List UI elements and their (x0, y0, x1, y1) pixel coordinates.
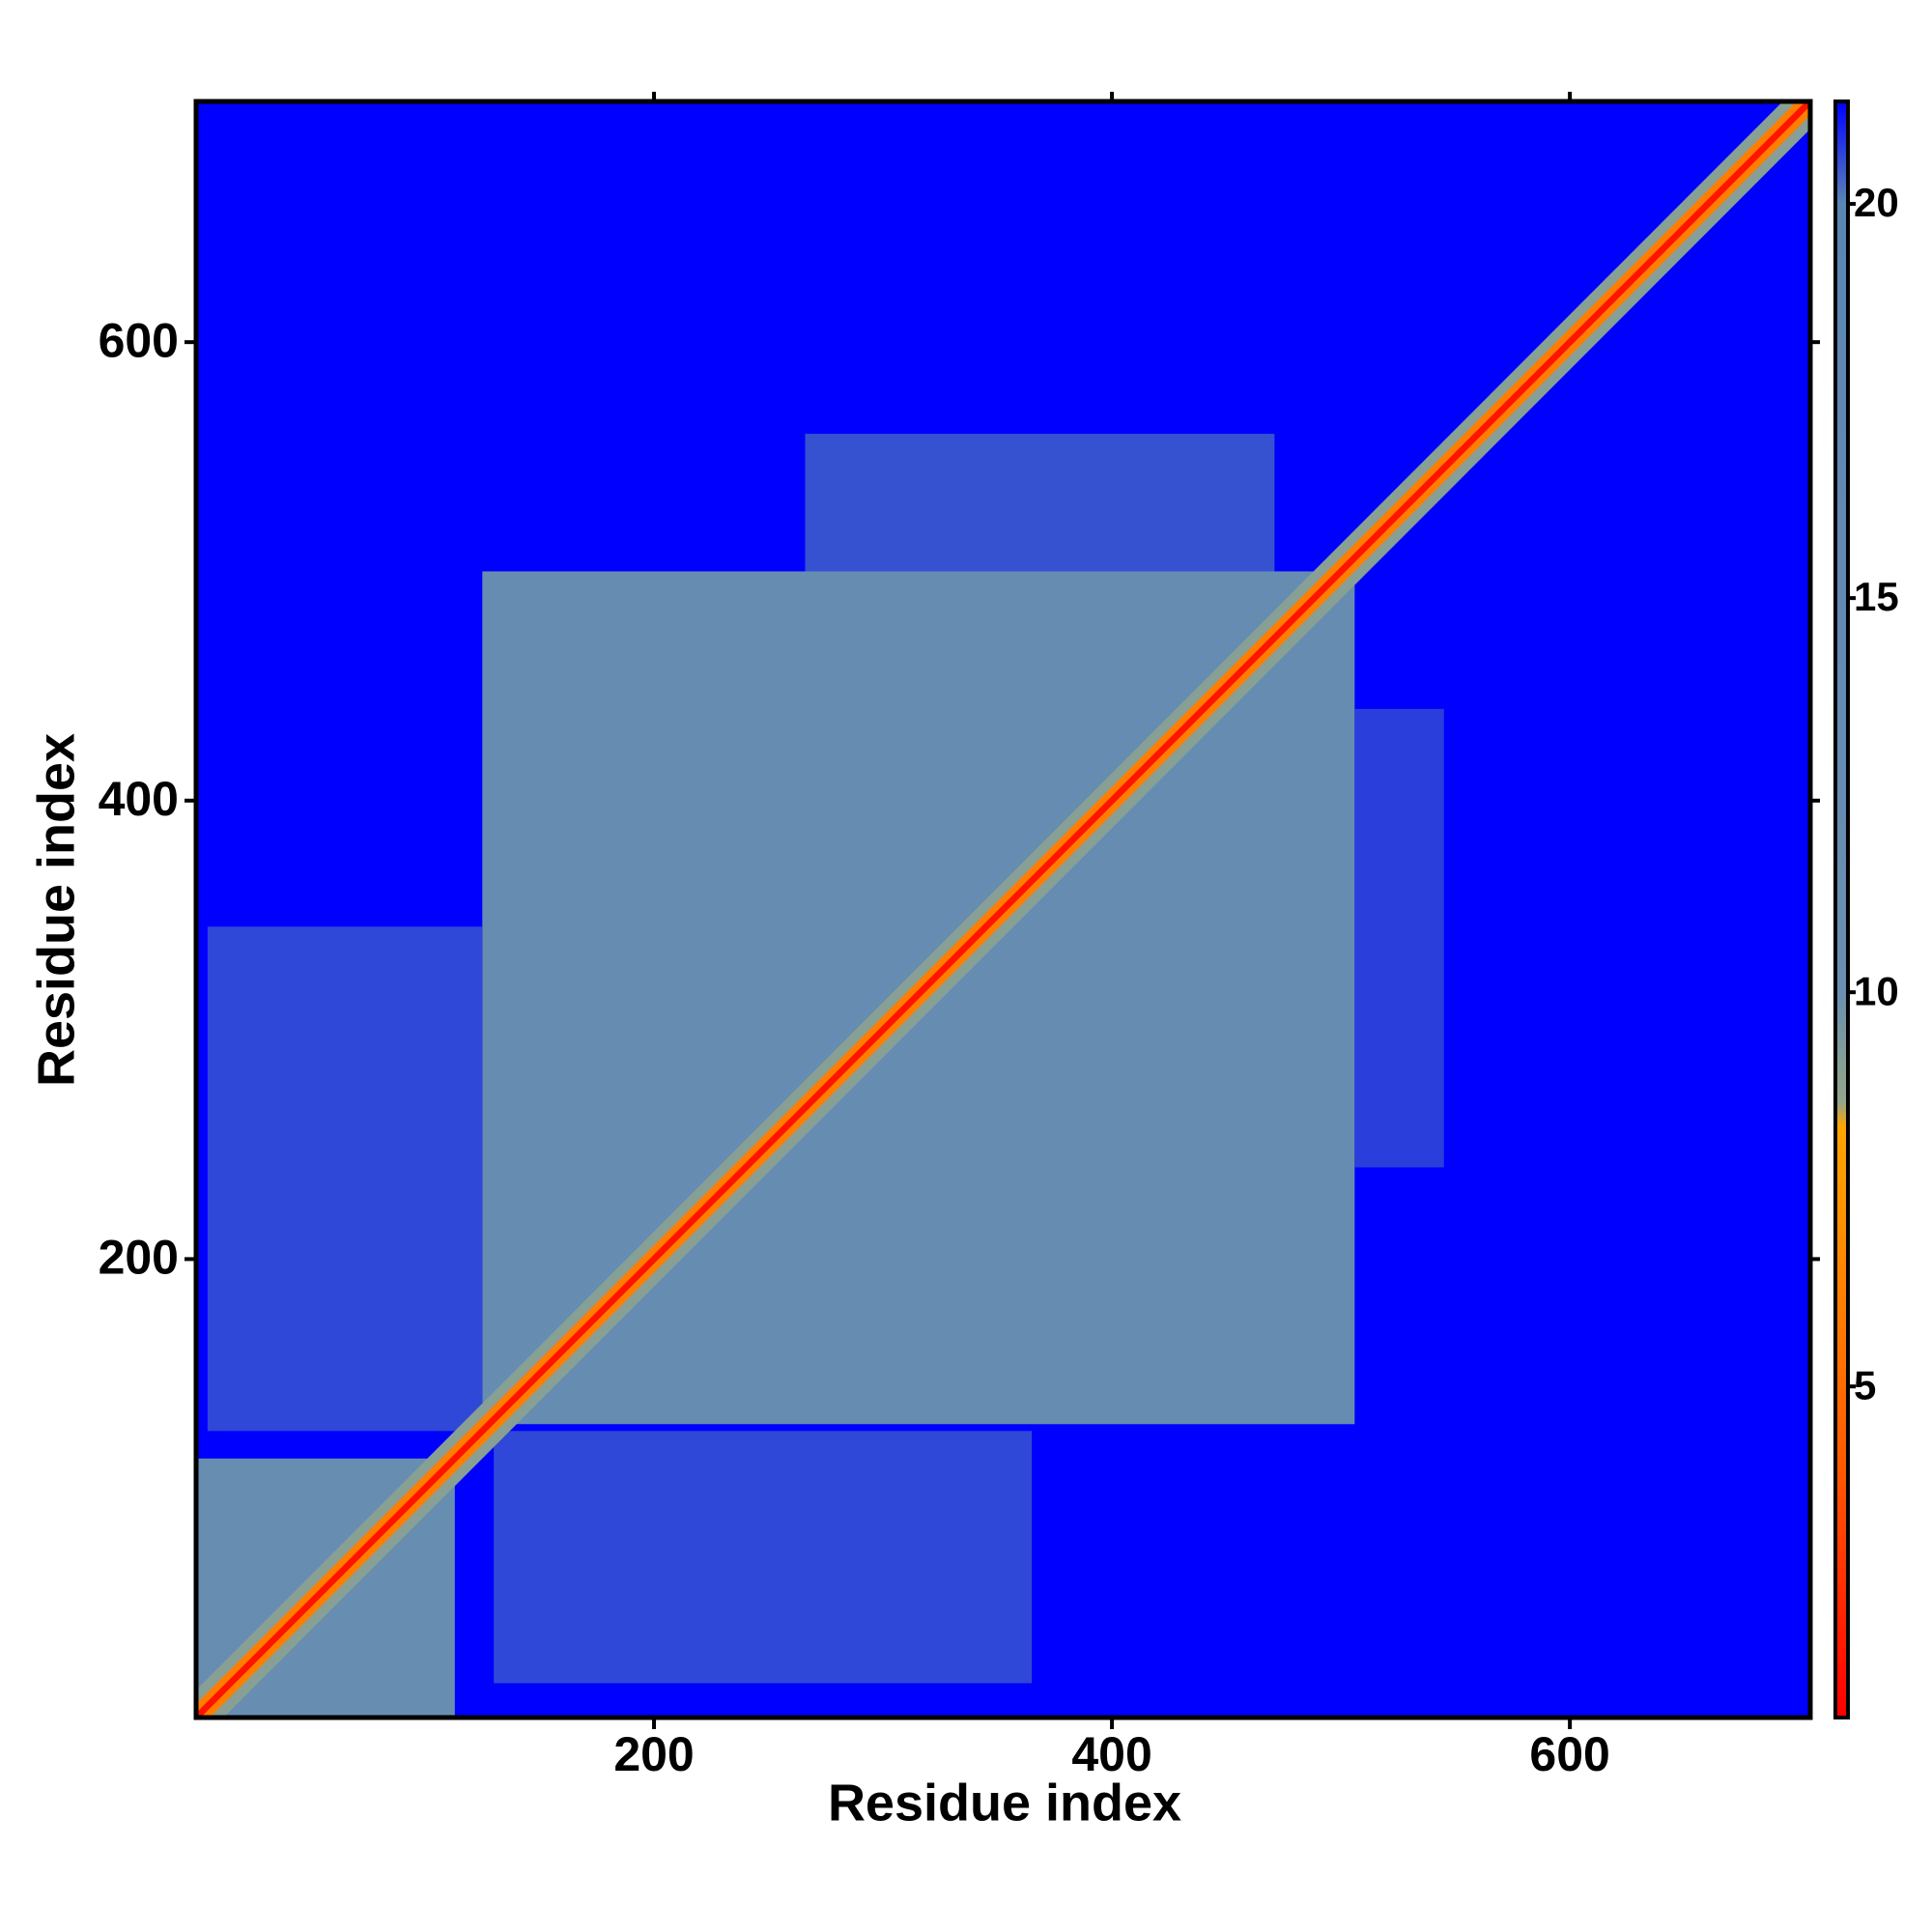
y-tick-label: 400 (99, 772, 179, 826)
heatmap-block (207, 926, 483, 1432)
x-tick-label: 400 (1071, 1727, 1151, 1781)
y-tick-label: 200 (99, 1231, 179, 1285)
diagonal-band (196, 101, 1810, 1718)
colorbar-tick-label: 5 (1854, 1362, 1876, 1407)
colorbar-tick-label: 15 (1854, 574, 1899, 619)
colorbar-tick-label: 10 (1854, 968, 1899, 1013)
heatmap-block (1354, 708, 1444, 1168)
x-axis-title: Residue index (828, 1774, 1181, 1832)
y-axis-title: Residue index (27, 733, 85, 1087)
colorbar (1833, 99, 1850, 1719)
heatmap-block (805, 434, 1275, 572)
heatmap-block (494, 1431, 1033, 1684)
x-tick-label: 200 (613, 1727, 694, 1781)
y-tick-label: 600 (99, 313, 179, 367)
heatmap (196, 101, 1810, 1718)
plot-frame (193, 99, 1813, 1720)
x-tick-label: 600 (1529, 1727, 1609, 1781)
colorbar-tick-label: 20 (1854, 180, 1899, 225)
